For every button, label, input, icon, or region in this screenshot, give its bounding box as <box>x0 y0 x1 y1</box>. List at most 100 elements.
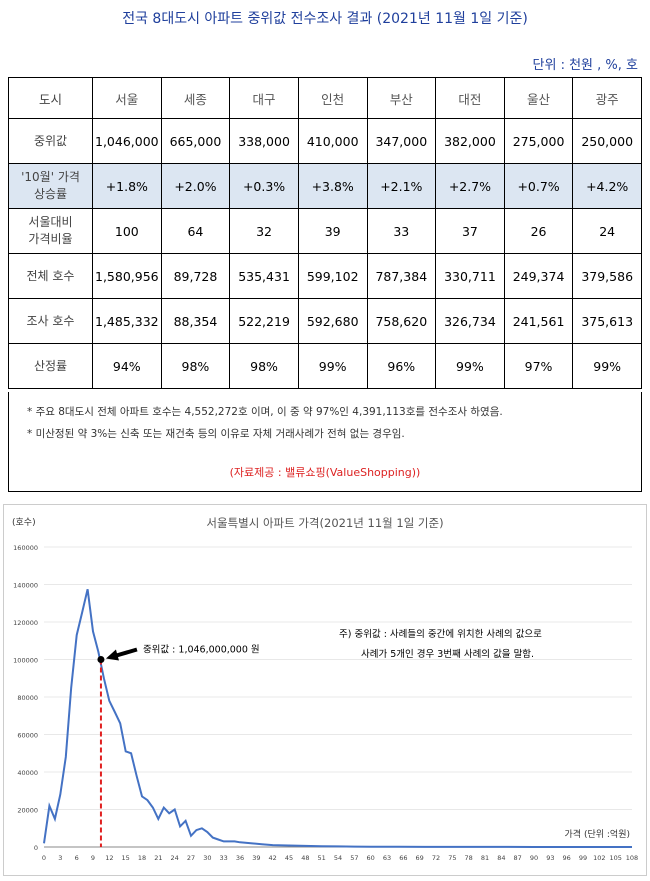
table-cell: 592,680 <box>297 298 368 344</box>
table-cell: 410,000 <box>297 118 368 164</box>
x-tick-label: 51 <box>318 854 326 862</box>
row-header-line1: '10월' 가격 <box>21 170 80 184</box>
table-cell: 241,561 <box>503 298 574 344</box>
table-cell: 1,580,956 <box>92 253 162 299</box>
x-tick-label: 3 <box>58 854 62 862</box>
table-corner-cell: 도시 <box>8 77 93 119</box>
note-excluded: * 미산정된 약 3%는 신축 또는 재건축 등의 이유로 자체 거래사례가 전… <box>27 428 405 440</box>
table-cell: 522,219 <box>229 298 299 344</box>
x-axis-label: 가격 (단위 :억원) <box>565 828 630 840</box>
x-tick-label: 48 <box>301 854 309 862</box>
x-tick-labels: 0 3 6 9 12 15 18 21 24 27 30 33 36 39 42 45 48 51 54 57 60 63… <box>42 854 638 862</box>
x-tick-label: 15 <box>122 854 130 862</box>
table-cell: 599,102 <box>297 253 368 299</box>
table-cell: +0.3% <box>229 163 299 209</box>
table-cell: 665,000 <box>160 118 231 164</box>
x-tick-label: 33 <box>220 854 228 862</box>
chart-note-line1: 주) 중위값 : 사례들의 중간에 위치한 사례의 값으로 <box>339 628 542 640</box>
x-tick-label: 24 <box>171 854 179 862</box>
table-cell: 275,000 <box>503 118 574 164</box>
table-cell: +2.0% <box>160 163 231 209</box>
x-tick-label: 18 <box>138 854 146 862</box>
x-tick-label: 63 <box>383 854 391 862</box>
x-tick-label: 90 <box>530 854 538 862</box>
y-tick-label: 40000 <box>17 769 38 777</box>
median-point <box>97 656 105 663</box>
x-tick-label: 54 <box>334 854 342 862</box>
table-cell: 89,728 <box>160 253 231 299</box>
row-header-line2: 가격비율 <box>28 232 73 246</box>
x-tick-label: 12 <box>105 854 113 862</box>
table-cell: 98% <box>229 343 299 389</box>
table-header-row: 도시 서울 세종 대구 인천 부산 대전 울산 광주 <box>8 77 642 119</box>
unit-label: 단위 : 천원 , %, 호 <box>532 58 638 73</box>
x-tick-label: 81 <box>481 854 489 862</box>
y-tick-label: 0 <box>34 844 38 852</box>
x-tick-label: 6 <box>75 854 79 862</box>
table-row: 중위값 1,046,000 665,000 338,000 410,000 34… <box>8 118 642 164</box>
y-tick-label: 20000 <box>17 807 38 815</box>
x-tick-label: 39 <box>252 854 260 862</box>
city-header: 부산 <box>366 77 437 119</box>
table-cell: +0.7% <box>503 163 574 209</box>
table-cell: 1,485,332 <box>92 298 162 344</box>
table-cell: 37 <box>435 208 505 254</box>
row-header-line2: 상승률 <box>33 187 68 201</box>
page-title: 전국 8대도시 아파트 중위값 전수조사 결과 (2021년 11월 1일 기준… <box>122 11 528 27</box>
chart-note-line2: 사례가 5개인 경우 3번째 사례의 값을 말함. <box>361 648 534 660</box>
table-cell: 97% <box>503 343 574 389</box>
y-axis-label: (호수) <box>12 517 36 528</box>
table-cell: +3.8% <box>297 163 368 209</box>
table-cell: 250,000 <box>572 118 642 164</box>
row-header-line1: 서울대비 <box>28 215 73 229</box>
x-tick-label: 27 <box>187 854 195 862</box>
city-header: 인천 <box>297 77 368 119</box>
notes-box: * 주요 8대도시 전체 아파트 호수는 4,552,272호 이며, 이 중 … <box>8 392 642 492</box>
city-header: 서울 <box>92 77 162 119</box>
table-cell: 64 <box>160 208 231 254</box>
x-tick-label: 0 <box>42 854 46 862</box>
x-tick-label: 87 <box>514 854 522 862</box>
table-cell: 99% <box>572 343 642 389</box>
table-row: 서울대비 가격비율 100 64 32 39 33 37 26 24 <box>8 208 642 254</box>
x-tick-label: 45 <box>285 854 293 862</box>
table-cell: 39 <box>297 208 368 254</box>
table-cell: 758,620 <box>366 298 437 344</box>
city-header: 대전 <box>435 77 505 119</box>
price-distribution-line <box>43 588 632 848</box>
y-tick-label: 80000 <box>17 694 38 702</box>
table-cell: 379,586 <box>572 253 642 299</box>
gridlines <box>44 546 632 848</box>
median-label: 중위값 : 1,046,000,000 원 <box>143 644 260 656</box>
table-cell: 94% <box>92 343 162 389</box>
x-tick-label: 75 <box>448 854 456 862</box>
x-tick-label: 9 <box>91 854 95 862</box>
x-tick-label: 93 <box>546 854 554 862</box>
table-cell: 33 <box>366 208 437 254</box>
note-total: * 주요 8대도시 전체 아파트 호수는 4,552,272호 이며, 이 중 … <box>27 406 503 418</box>
table-cell: 347,000 <box>366 118 437 164</box>
y-tick-labels: 0 20000 40000 60000 80000 100000 120000 140000 1… <box>13 544 38 852</box>
y-tick-label: 100000 <box>13 657 38 665</box>
chart-svg: 서울특별시 아파트 가격(2021년 11월 1일 기준) (호수) 0 2000… <box>12 516 638 862</box>
x-tick-label: 30 <box>203 854 211 862</box>
table-cell: 330,711 <box>435 253 505 299</box>
x-tick-label: 108 <box>626 854 638 862</box>
table-cell: 98% <box>160 343 231 389</box>
table-cell: 326,734 <box>435 298 505 344</box>
table-cell: 249,374 <box>503 253 574 299</box>
x-tick-label: 96 <box>563 854 571 862</box>
x-tick-label: 102 <box>593 854 605 862</box>
y-tick-label: 160000 <box>13 544 38 552</box>
row-header: 중위값 <box>8 118 93 164</box>
table-cell: +4.2% <box>572 163 642 209</box>
y-tick-label: 60000 <box>17 732 38 740</box>
city-header: 대구 <box>229 77 299 119</box>
x-tick-label: 42 <box>269 854 277 862</box>
table-row: 산정률 94% 98% 98% 99% 96% 99% 97% 99% <box>8 343 642 389</box>
x-tick-label: 60 <box>367 854 375 862</box>
table-cell: 96% <box>366 343 437 389</box>
table-cell: +2.1% <box>366 163 437 209</box>
table-cell: 535,431 <box>229 253 299 299</box>
